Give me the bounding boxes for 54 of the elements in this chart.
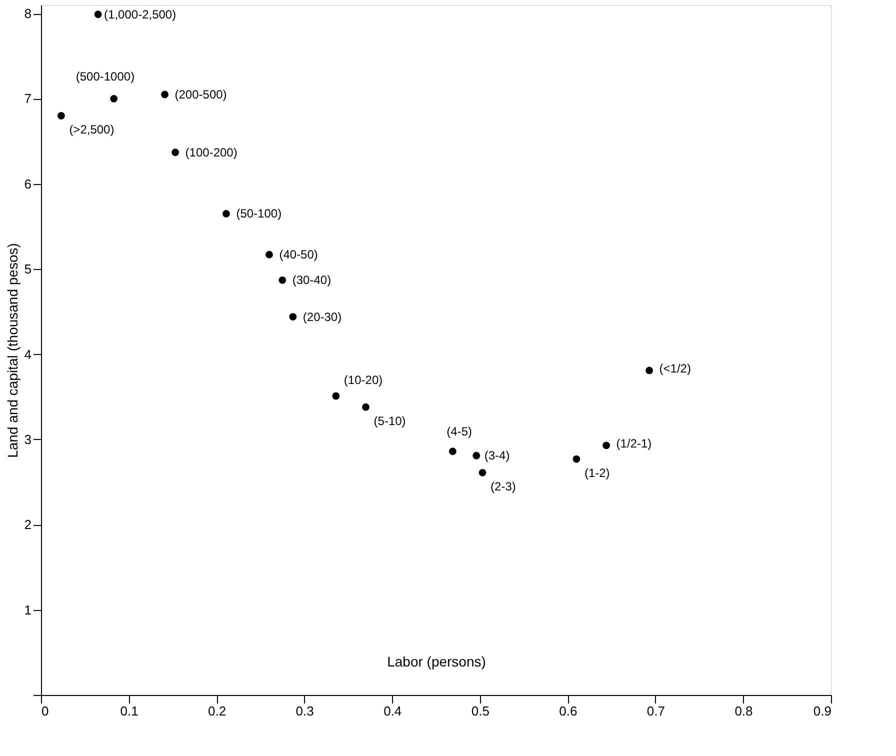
annotation: (1-2) [584, 466, 610, 480]
point [472, 452, 480, 460]
y-tick-label: 1 [24, 602, 32, 618]
annotation: (2-3) [490, 480, 516, 494]
x-tick-label: 0 [42, 704, 49, 718]
point [478, 468, 486, 476]
point [57, 112, 65, 120]
annotation: (30-40) [292, 273, 332, 288]
annotation: (500-1000) [76, 70, 135, 84]
annotation: (50-100) [236, 206, 282, 221]
y-tick-label: 4 [24, 346, 32, 362]
x-tick-label: 0.8 [734, 704, 753, 718]
point [110, 95, 118, 102]
x-axis-title: Labor (persons) [387, 654, 486, 670]
point [266, 250, 273, 258]
point [161, 90, 168, 98]
y-tick-label: 6 [24, 176, 32, 192]
x-tick-label: 0.1 [120, 704, 138, 718]
point [278, 276, 286, 284]
annotation: (3-4) [484, 448, 510, 463]
point [602, 442, 610, 450]
y-tick-label: 7 [24, 91, 32, 106]
y-tick-label: 8 [24, 6, 32, 22]
y-axis-title: Land and capital (thousand pesos) [4, 243, 20, 458]
x-tick-label: 0.9 [813, 704, 832, 718]
annotation: (4-5) [446, 424, 472, 438]
annotation: (100-200) [185, 145, 238, 160]
annotation: (1,000-2,500) [104, 7, 176, 22]
annotation: (20-30) [302, 310, 342, 324]
point [289, 313, 297, 320]
point [572, 455, 580, 463]
y-tick-label: 2 [24, 517, 32, 532]
point [172, 148, 180, 156]
annotation: (<1/2) [659, 361, 691, 376]
point [332, 392, 340, 400]
point [94, 10, 102, 18]
y-tick-label: 3 [24, 432, 32, 447]
annotation: (5-10) [374, 414, 406, 428]
annotation: (200-500) [174, 87, 227, 102]
x-tick-label: 0.2 [208, 704, 226, 718]
y-tick-label: 5 [24, 262, 32, 277]
point [362, 403, 370, 411]
annotation: (40-50) [279, 248, 318, 262]
x-tick-label: 0.5 [471, 704, 490, 718]
point [448, 448, 456, 456]
point [222, 210, 230, 218]
x-tick-label: 0.3 [296, 704, 314, 718]
x-tick-label: 0.7 [646, 704, 665, 718]
annotation: (10-20) [344, 373, 383, 387]
annotation: (1/2-1) [616, 436, 652, 450]
annotation: (>2,500) [69, 122, 114, 137]
x-tick-label: 0.6 [559, 704, 578, 718]
point [646, 366, 654, 374]
x-tick-label: 0.4 [384, 704, 402, 718]
